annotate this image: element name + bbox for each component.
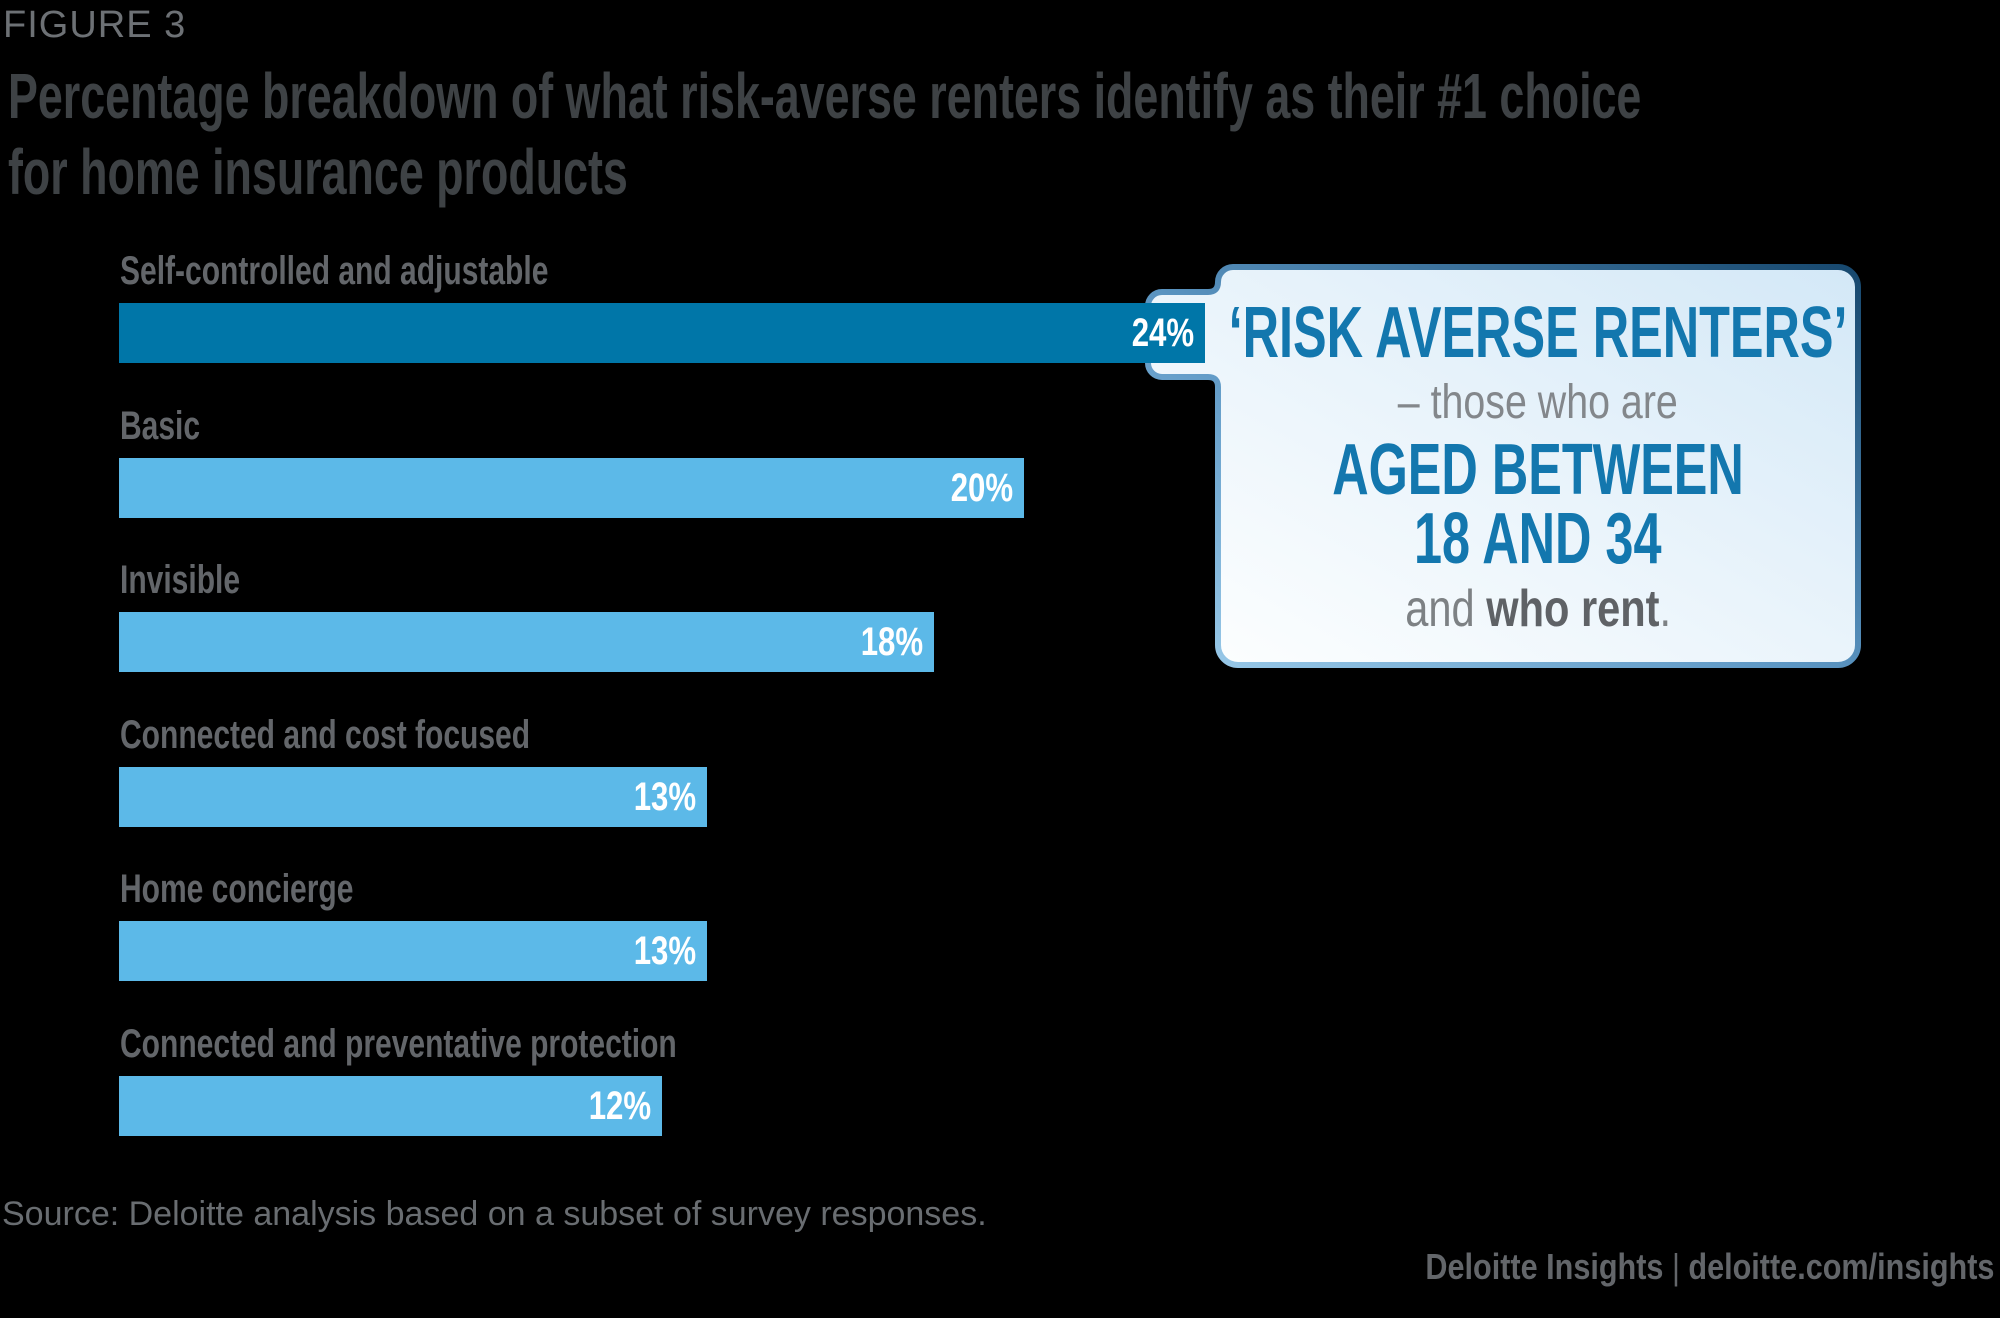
bar-group: Self-controlled and adjustable 24%	[119, 246, 1205, 363]
bar: 20%	[119, 458, 1024, 518]
figure-title: Percentage breakdown of what risk-averse…	[8, 58, 2000, 210]
bar-category-label: Connected and cost focused	[120, 713, 531, 757]
callout-who-rent: and who rent.	[1405, 579, 1671, 639]
bar: 18%	[119, 612, 934, 672]
figure-title-line1: Percentage breakdown of what risk-averse…	[8, 60, 1642, 132]
callout-aged-between: AGED BETWEEN	[1332, 430, 1744, 510]
figure-title-line2: for home insurance products	[8, 136, 628, 208]
bar-group: Invisible 18%	[119, 555, 934, 672]
callout-headline: ‘RISK AVERSE RENTERS’	[1228, 293, 1848, 373]
footer-separator: |	[1671, 1246, 1680, 1287]
bar-value-label: 13%	[633, 928, 697, 973]
bar-value-label: 12%	[588, 1083, 652, 1128]
callout-who-rent-bold: who rent	[1486, 580, 1660, 638]
bar-group: Connected and preventative protection 12%	[119, 1019, 862, 1136]
bar-value-label: 24%	[1131, 310, 1195, 355]
bar: 12%	[119, 1076, 662, 1136]
bar: 24%	[119, 303, 1205, 363]
footer-brand: Deloitte Insights	[1424, 1246, 1664, 1287]
bar-group: Home concierge 13%	[119, 864, 707, 981]
bar-category-label: Connected and preventative protection	[120, 1022, 677, 1066]
callout-who-rent-suffix: .	[1659, 580, 1671, 638]
bar-category-label: Self-controlled and adjustable	[120, 249, 549, 293]
bar-group: Basic 20%	[119, 401, 1024, 518]
callout-bubble-shape	[1145, 264, 1861, 668]
callout: ‘RISK AVERSE RENTERS’ – those who are AG…	[1218, 267, 1858, 665]
bar-group: Connected and cost focused 13%	[119, 710, 707, 827]
footer-branding: Deloitte Insights | deloitte.com/insights	[1425, 1244, 1994, 1290]
bar-category-label: Home concierge	[120, 867, 354, 911]
bar-category-label: Basic	[120, 404, 201, 448]
figure-label: FIGURE 3	[3, 4, 187, 46]
callout-who-rent-prefix: and	[1405, 580, 1487, 638]
footer-url: deloitte.com/insights	[1687, 1246, 1994, 1287]
callout-age-range: 18 AND 34	[1414, 499, 1662, 579]
bar: 13%	[119, 767, 707, 827]
source-note: Source: Deloitte analysis based on a sub…	[2, 1195, 987, 1233]
bar: 13%	[119, 921, 707, 981]
bar-value-label: 20%	[950, 465, 1014, 510]
bar-value-label: 13%	[633, 774, 697, 819]
callout-subtext: – those who are	[1397, 376, 1679, 429]
bar-value-label: 18%	[860, 619, 924, 664]
bar-category-label: Invisible	[120, 558, 241, 602]
